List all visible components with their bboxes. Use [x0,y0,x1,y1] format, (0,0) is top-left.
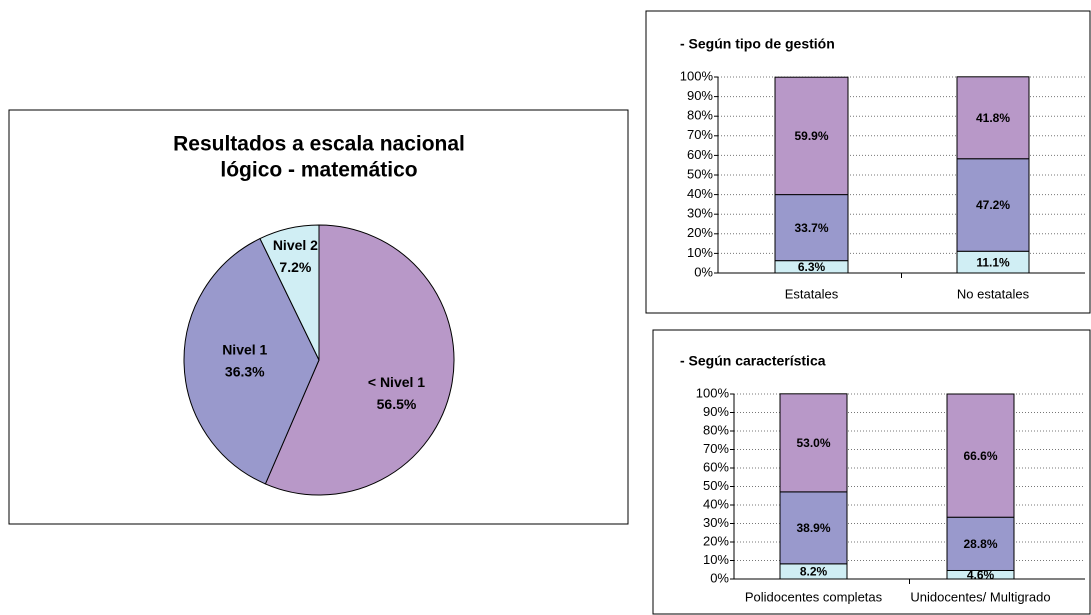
x-tick-label: Estatales [785,286,839,301]
y-tick-label: 0% [710,570,729,585]
bar-label: 4.6% [967,568,995,582]
bar-label: 59.9% [794,129,828,143]
y-tick-label: 60% [687,147,713,162]
y-tick-label: 90% [703,404,729,419]
chart-title: - Según característica [680,353,826,369]
y-tick-label: 80% [687,108,713,123]
y-tick-label: 30% [687,206,713,221]
bar-label: 47.2% [976,198,1010,212]
bar-segment [779,393,848,493]
pie-slice [259,224,320,361]
y-tick-label: 20% [703,533,729,548]
bar-segment [779,491,848,565]
chart-frame [652,329,1091,615]
y-tick-label: 60% [703,459,729,474]
bar-segment [774,194,849,262]
bar-label: 28.8% [963,537,997,551]
y-tick-label: 70% [703,441,729,456]
y-tick-label: 80% [703,422,729,437]
x-tick-label: Polidocentes completas [745,589,883,604]
x-tick-label: No estatales [957,286,1030,301]
x-tick-label: Unidocentes/ Multigrado [910,589,1050,604]
y-tick-label: 50% [687,166,713,181]
slice-label: < Nivel 1 [368,374,425,390]
slice-value: 56.5% [377,396,417,412]
bar-label: 53.0% [796,436,830,450]
bar-segment [946,516,1015,571]
y-tick-label: 40% [703,496,729,511]
y-tick-label: 20% [687,225,713,240]
bar-label: 66.6% [963,449,997,463]
slice-label: Nivel 2 [273,237,318,253]
y-tick-label: 10% [703,552,729,567]
bar-label: 8.2% [800,565,828,579]
slice-value: 7.2% [279,259,311,275]
slice-value: 36.3% [225,363,265,379]
bar-segment [956,76,1030,160]
chart-title: - Según tipo de gestión [680,36,835,52]
y-tick-label: 90% [687,88,713,103]
y-tick-label: 100% [680,68,714,83]
bar-label: 11.1% [976,255,1010,269]
bar-label: 41.8% [976,111,1010,125]
chart-title: Resultados a escala nacional [173,133,465,156]
slice-label: Nivel 1 [222,341,267,357]
y-tick-label: 50% [703,478,729,493]
pie-slice [264,224,455,496]
bar-label: 6.3% [798,260,826,274]
y-tick-label: 100% [696,385,730,400]
y-tick-label: 40% [687,186,713,201]
y-tick-label: 0% [694,264,713,279]
y-tick-label: 30% [703,515,729,530]
y-tick-label: 70% [687,127,713,142]
bar-label: 33.7% [794,221,828,235]
chart-title: lógico - matemático [220,159,417,182]
pie-slice [183,237,320,485]
bar-label: 38.9% [796,521,830,535]
bar-segment [774,76,849,196]
bar-segment [946,393,1015,518]
y-tick-label: 10% [687,245,713,260]
